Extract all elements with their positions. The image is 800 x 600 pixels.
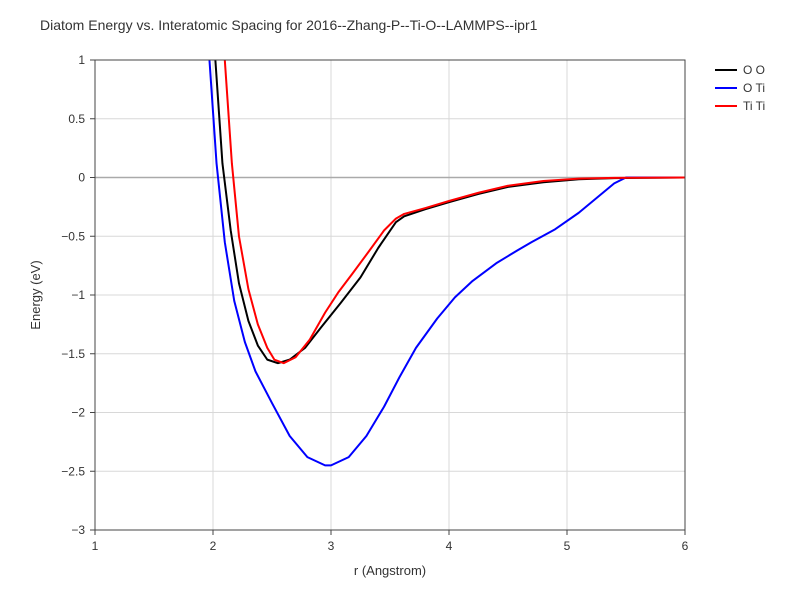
legend-label: Ti Ti: [743, 99, 765, 113]
x-tick-label: 6: [682, 539, 689, 553]
chart-container: Diatom Energy vs. Interatomic Spacing fo…: [0, 0, 800, 600]
y-tick-label: 0.5: [68, 112, 85, 126]
x-tick-label: 2: [210, 539, 217, 553]
chart-title: Diatom Energy vs. Interatomic Spacing fo…: [40, 17, 538, 33]
y-tick-label: 0: [78, 171, 85, 185]
x-tick-label: 1: [92, 539, 99, 553]
x-tick-label: 3: [328, 539, 335, 553]
y-tick-label: −2: [71, 406, 85, 420]
y-tick-label: −1.5: [61, 347, 85, 361]
x-axis-label: r (Angstrom): [354, 563, 426, 578]
y-tick-label: −1: [71, 288, 85, 302]
chart-bg: [0, 0, 800, 600]
y-tick-label: −3: [71, 523, 85, 537]
legend-label: O O: [743, 63, 765, 77]
y-tick-label: −2.5: [61, 464, 85, 478]
legend-label: O Ti: [743, 81, 765, 95]
x-tick-label: 4: [446, 539, 453, 553]
y-tick-label: 1: [78, 53, 85, 67]
chart-svg: Diatom Energy vs. Interatomic Spacing fo…: [0, 0, 800, 600]
y-tick-label: −0.5: [61, 229, 85, 243]
x-tick-label: 5: [564, 539, 571, 553]
y-axis-label: Energy (eV): [28, 260, 43, 329]
